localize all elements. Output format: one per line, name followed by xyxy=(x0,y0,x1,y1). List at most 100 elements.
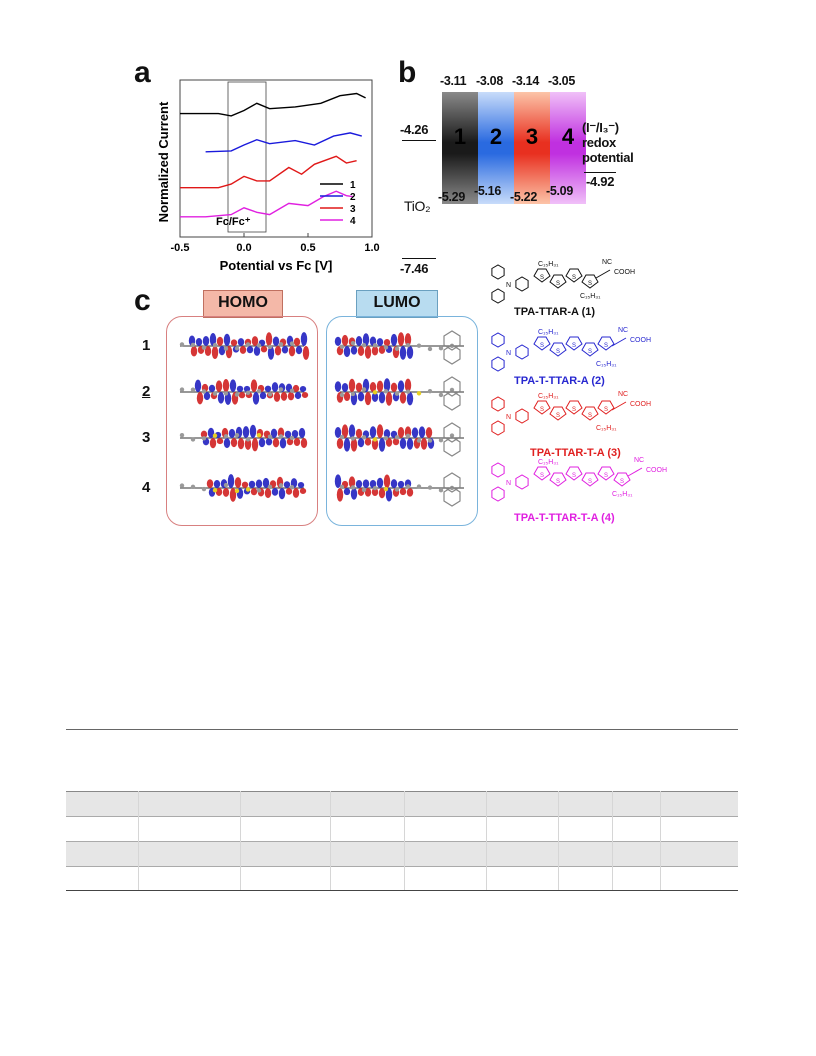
svg-text:S: S xyxy=(556,349,560,355)
svg-text:COOH: COOH xyxy=(630,401,651,408)
cv-series-group xyxy=(180,92,366,218)
dye-homo-value-3: -5.22 xyxy=(510,190,537,204)
legend-label-2: 2 xyxy=(350,192,356,203)
dye-bar-2 xyxy=(478,92,514,204)
svg-text:COOH: COOH xyxy=(614,269,635,276)
orbital-row-label-1: 1 xyxy=(142,337,151,354)
svg-text:C₁₅H₃₁: C₁₅H₃₁ xyxy=(580,293,601,300)
legend-label-4: 4 xyxy=(350,216,356,227)
table-column-divider xyxy=(404,791,405,890)
dye-bar-number-4: 4 xyxy=(561,124,575,149)
homo-orbital-2 xyxy=(179,379,309,405)
panel-a-label: a xyxy=(134,56,151,89)
redox-label: (I⁻/I₃⁻) redox potential xyxy=(582,120,634,165)
orbital-row-label-4: 4 xyxy=(142,479,151,496)
molecular-structures: NSSSSC₁₅H₃₁C₁₅H₃₁NCCOOHNSSSSSC₁₅H₃₁C₁₅H₃… xyxy=(491,259,667,502)
svg-text:S: S xyxy=(604,473,608,479)
svg-text:COOH: COOH xyxy=(630,337,651,344)
svg-text:S: S xyxy=(556,479,560,485)
svg-text:C₁₅H₃₁: C₁₅H₃₁ xyxy=(538,261,559,268)
svg-text:S: S xyxy=(556,413,560,419)
svg-text:S: S xyxy=(540,407,544,413)
dye-bar-number-1: 1 xyxy=(453,124,467,149)
lumo-orbital-3 xyxy=(334,422,464,457)
molecule-name-1: TPA-TTAR-A (1) xyxy=(514,306,596,318)
svg-text:C₁₅H₃₁: C₁₅H₃₁ xyxy=(612,491,633,498)
lumo-orbital-1 xyxy=(334,330,464,365)
cv-axes-frame xyxy=(179,79,373,238)
dye-bar-4 xyxy=(550,92,586,204)
tio2-vb-value: -7.46 xyxy=(400,261,429,276)
svg-text:C₁₅H₃₁: C₁₅H₃₁ xyxy=(596,361,617,368)
cv-x-axis-label: Potential vs Fc [V] xyxy=(220,258,333,273)
svg-text:NC: NC xyxy=(602,259,612,266)
svg-text:N: N xyxy=(506,414,511,421)
dye-lumo-value-4: -3.05 xyxy=(548,74,575,88)
redox-value: -4.92 xyxy=(586,174,615,189)
cv-series-1 xyxy=(180,92,366,117)
svg-text:S: S xyxy=(588,281,592,287)
cv-x-ticks: -0.5 0.0 0.5 1.0 xyxy=(171,233,380,254)
orbital-renderings xyxy=(179,330,464,507)
table-row-band xyxy=(66,841,738,867)
svg-text:N: N xyxy=(506,282,511,289)
dye-lumo-value-1: -3.11 xyxy=(440,74,467,88)
cv-series-2 xyxy=(205,132,362,153)
dye-bar-number-2: 2 xyxy=(489,124,503,149)
svg-text:S: S xyxy=(540,343,544,349)
table-column-divider xyxy=(330,791,331,890)
dye-homo-value-4: -5.09 xyxy=(546,184,573,198)
svg-text:C₁₅H₃₁: C₁₅H₃₁ xyxy=(538,393,559,400)
svg-text:C₁₅H₃₁: C₁₅H₃₁ xyxy=(538,329,559,336)
molecule-name-4: TPA-T-TTAR-T-A (4) xyxy=(514,512,615,524)
table-column-divider xyxy=(558,791,559,890)
lumo-title-box xyxy=(356,290,438,318)
cv-y-axis-label: Normalized Current xyxy=(156,101,171,222)
dye-homo-value-2: -5.16 xyxy=(474,184,501,198)
dye-lumo-value-2: -3.08 xyxy=(476,74,503,88)
tio2-cb-line xyxy=(402,140,436,141)
dye-bar-1 xyxy=(442,92,478,204)
svg-text:NC: NC xyxy=(634,457,644,464)
svg-text:NC: NC xyxy=(618,327,628,334)
tio2-vb-line xyxy=(402,258,436,259)
svg-text:S: S xyxy=(540,473,544,479)
homo-title: HOMO xyxy=(218,294,268,311)
molecule-name-2: TPA-T-TTAR-A (2) xyxy=(514,375,605,387)
panel-c-label: c xyxy=(134,284,151,317)
table-column-divider xyxy=(138,791,139,890)
fc-box-label: Fc/Fc⁺ xyxy=(216,216,251,228)
tio2-cb-value: -4.26 xyxy=(400,122,429,137)
svg-text:C₁₅H₃₁: C₁₅H₃₁ xyxy=(538,459,559,466)
table-column-divider xyxy=(486,791,487,890)
legend-label-3: 3 xyxy=(350,204,356,215)
lumo-orbital-4 xyxy=(334,472,464,507)
table-column-divider xyxy=(660,791,661,890)
table-header-band xyxy=(66,791,738,817)
dye-homo-value-1: -5.29 xyxy=(438,190,465,204)
svg-text:S: S xyxy=(588,479,592,485)
orbital-row-label-2: 2 xyxy=(142,383,151,400)
panel-b-label: b xyxy=(398,56,417,89)
x-tick-label: 0.0 xyxy=(236,242,251,254)
dye-bar-number-3: 3 xyxy=(525,124,539,149)
table-column-divider xyxy=(612,791,613,890)
table-bottom-rule xyxy=(66,890,738,891)
svg-text:S: S xyxy=(572,275,576,281)
homo-orbital-4 xyxy=(179,474,307,502)
x-tick-label: -0.5 xyxy=(171,242,190,254)
svg-text:S: S xyxy=(588,413,592,419)
homo-orbital-panel xyxy=(166,316,318,526)
energy-diagram: 1 -3.11 -5.29 2 -3.08 -5.16 3 -3.14 -5.22 4 -3.05 -… xyxy=(396,70,646,280)
svg-text:S: S xyxy=(588,349,592,355)
homo-title-box xyxy=(203,290,283,318)
dye-bar-3 xyxy=(514,92,550,204)
x-tick-label: 0.5 xyxy=(300,242,315,254)
svg-text:C₁₅H₃₁: C₁₅H₃₁ xyxy=(596,425,617,432)
homo-orbital-1 xyxy=(179,332,310,360)
svg-text:S: S xyxy=(572,473,576,479)
